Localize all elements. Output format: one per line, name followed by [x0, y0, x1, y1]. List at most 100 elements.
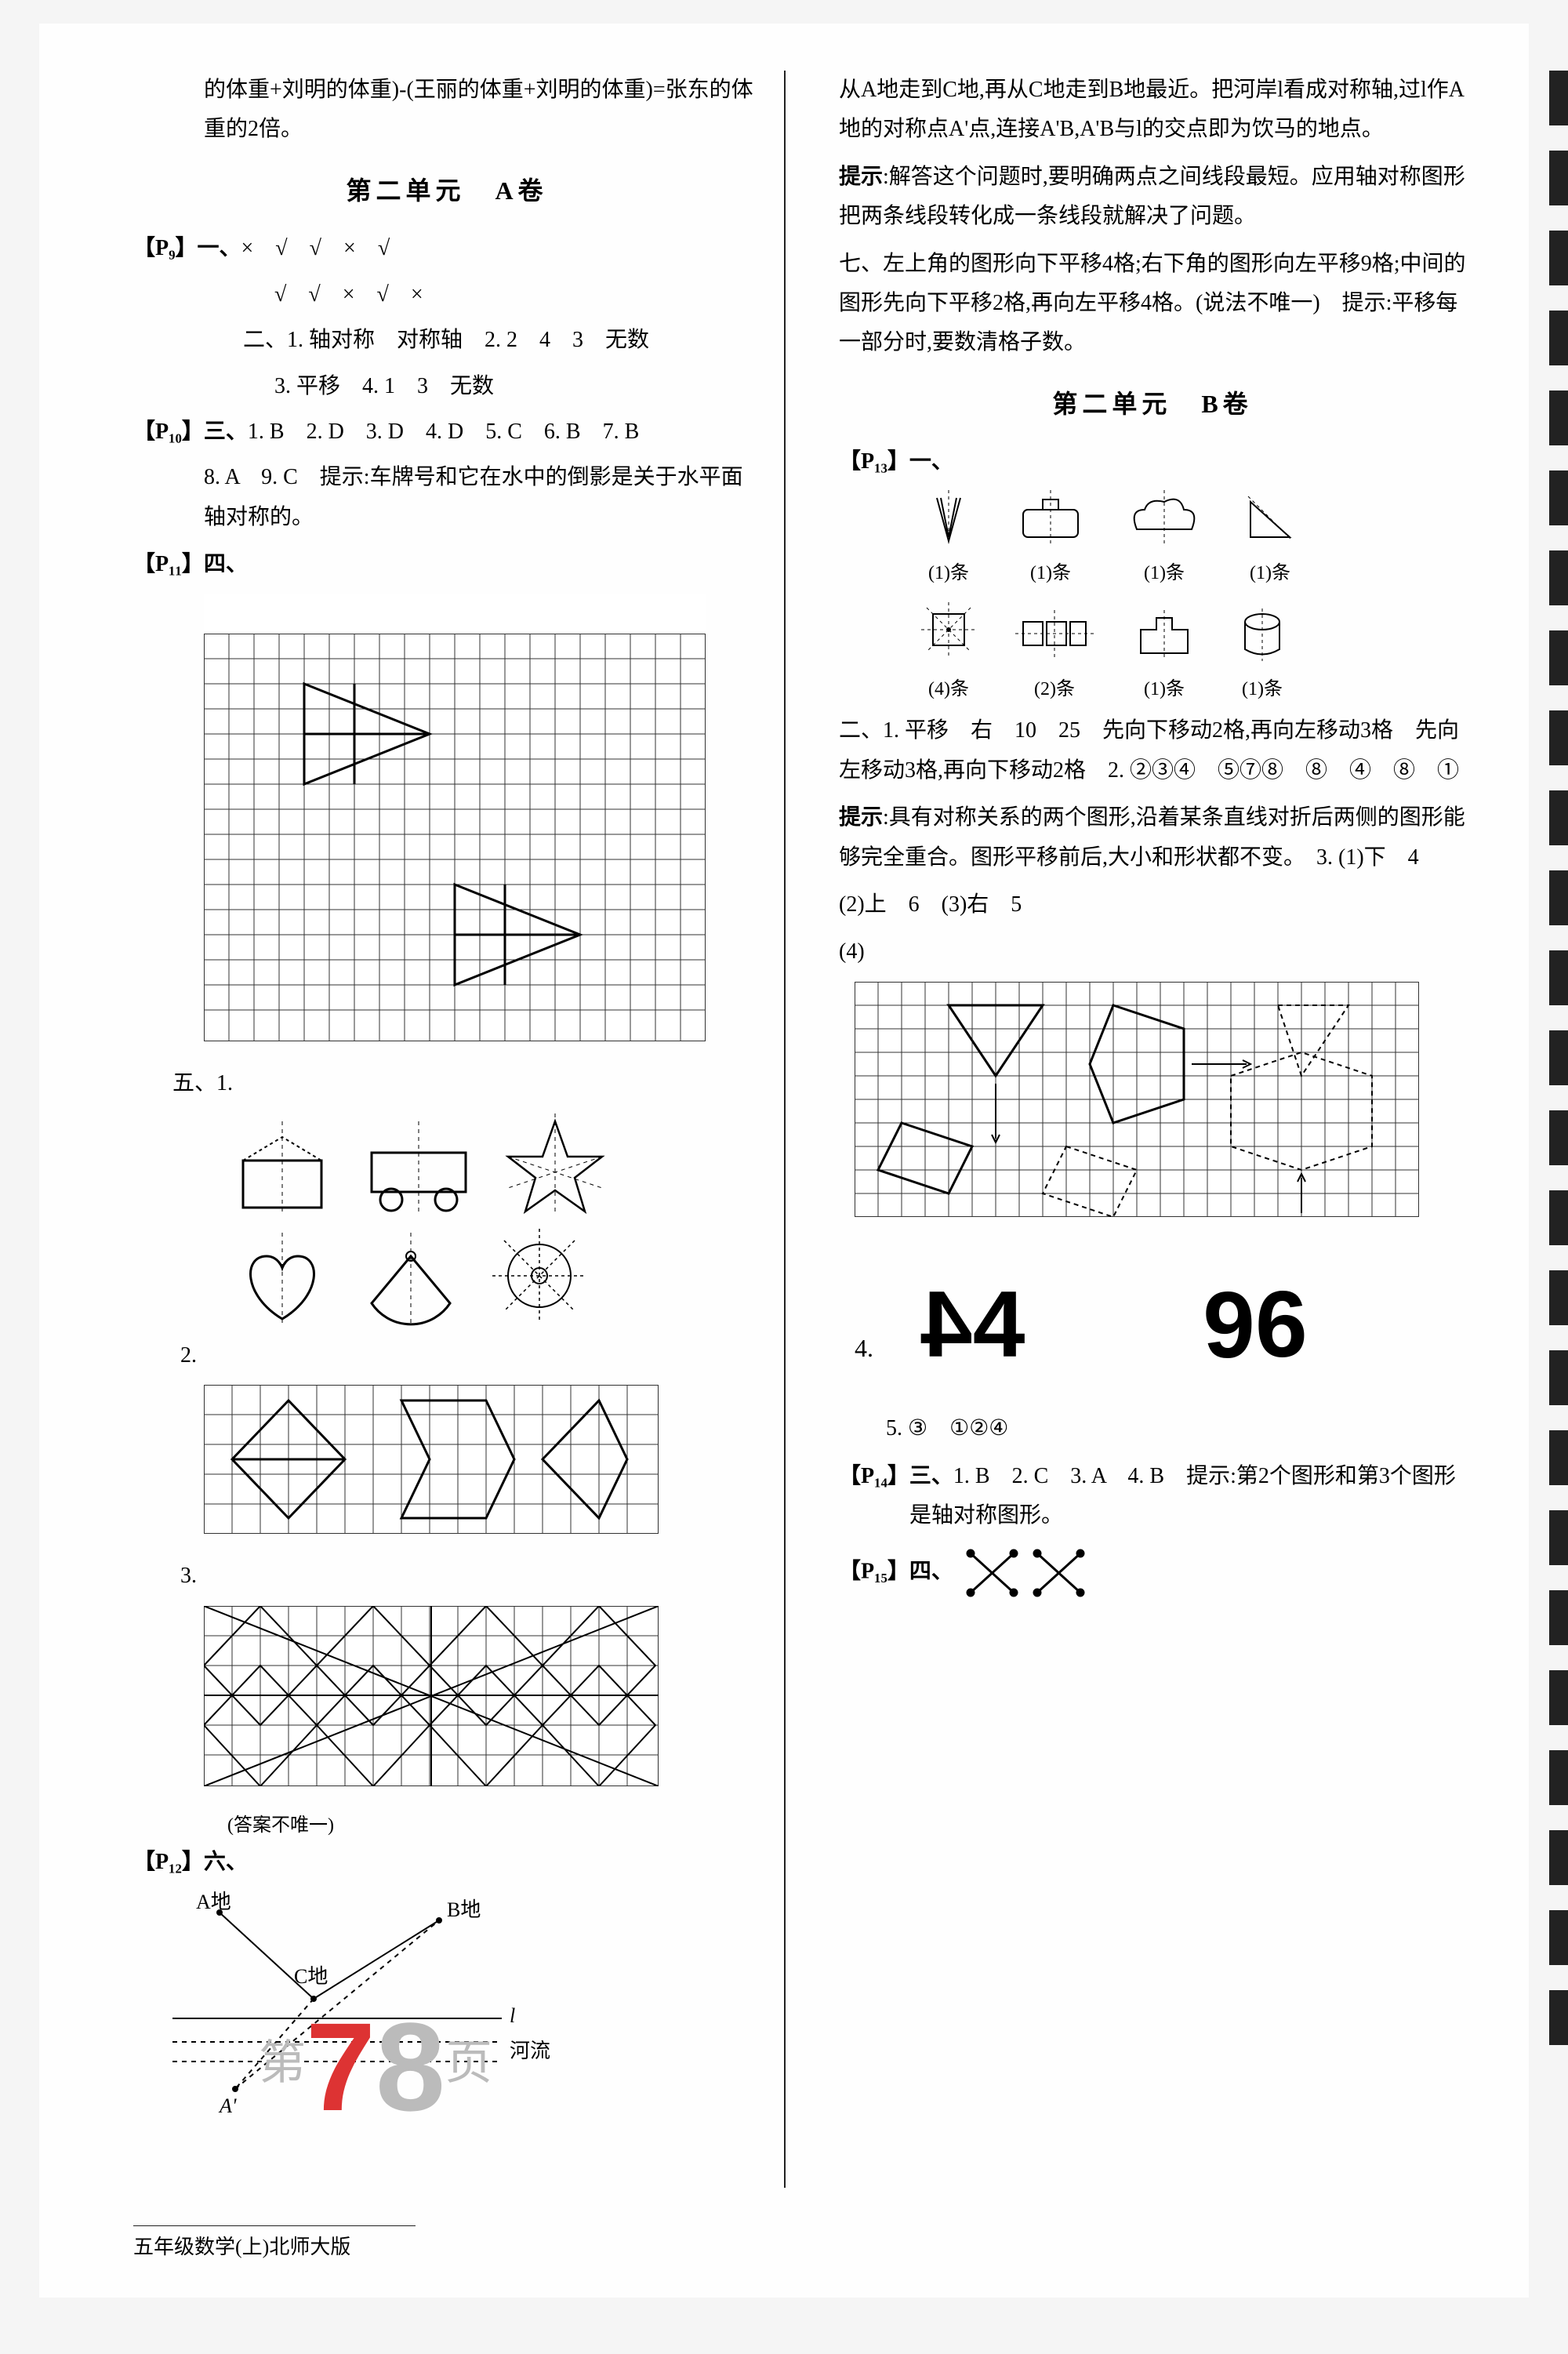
shape-cell-7: (1)条: [1129, 606, 1200, 707]
digit-6: 6: [1255, 1272, 1339, 1377]
tab-marker: [1549, 151, 1568, 205]
q5-3-svg: [204, 1606, 659, 1786]
unit-a-title: 第二单元 A卷: [133, 169, 760, 214]
p14-q3: 【P₁₄】三、1. B 2. C 3. A 4. B 提示:第2个图形和第3个图…: [839, 1457, 1466, 1536]
tab-marker: [1549, 1030, 1568, 1085]
p9-q2-line2: 3. 平移 4. 1 3 无数: [133, 367, 760, 406]
shape-box2: [356, 1121, 481, 1215]
p15-label: 【P₁₅】四、: [839, 1560, 953, 1584]
q4-grid-figure: {}: [204, 594, 760, 1055]
shape-label-1: (1)条: [917, 557, 980, 590]
right-para1: 从A地走到C地,再从C地走到B地最近。把河岸l看成对称轴,过l作A地的对称点A'…: [839, 71, 1466, 150]
p10-label: 【P₁₀】三、: [133, 420, 248, 444]
p9-label: 【P₉】一、: [133, 236, 241, 260]
q5-2-label: 2.: [133, 1336, 760, 1375]
p13-q2a: 二、1. 平移 右 10 25 先向下移动2格,再向左移动3格 先向左移动3格,…: [839, 711, 1466, 790]
shape-fan: [356, 1233, 466, 1327]
q2-4-grid: [855, 982, 1466, 1230]
page-footer: 五年级数学(上)北师大版: [133, 2225, 416, 2266]
p9-marks-row1: × √ √ × √: [241, 236, 390, 260]
digit-4-flipped: 4: [889, 1240, 973, 1409]
p13-q2b: 提示:具有对称关系的两个图形,沿着某条直线对折后两侧的图形能够完全重合。图形平移…: [839, 798, 1466, 877]
p13-shapes-row2: (4)条 (2)条 (1)条 (1)条: [917, 598, 1466, 707]
tab-marker: [1549, 470, 1568, 525]
q5-3-grid: [204, 1606, 760, 1800]
p10-answers: 1. B 2. D 3. D 4. D 5. C 6. B 7. B: [248, 420, 639, 444]
right-para2: 提示:解答这个问题时,要明确两点之间线段最短。应用轴对称图形把两条线段转化成一条…: [839, 158, 1466, 237]
q2-4-svg: [855, 982, 1419, 1217]
shape-cell-8: (1)条: [1231, 606, 1294, 707]
p9-q1: 【P₉】一、× √ √ × √: [133, 229, 760, 268]
tab-marker: [1549, 1270, 1568, 1325]
p13-label: 【P₁₃】一、: [839, 449, 953, 474]
shape-sun: [485, 1225, 594, 1327]
q6-Ap: A': [218, 2094, 237, 2117]
shape-cell-6: (2)条: [1011, 606, 1098, 707]
tab-marker: [1549, 1990, 1568, 2045]
p11-label: 【P₁₁】四、: [133, 552, 248, 576]
p9-q2-line1: 二、1. 轴对称 对称轴 2. 2 4 3 无数: [133, 321, 760, 360]
tab-marker: [1549, 1830, 1568, 1885]
opening-paragraph: 的体重+刘明的体重)-(王丽的体重+刘明的体重)=张东的体重的2倍。: [133, 71, 760, 150]
grid-arrows-overlay: [204, 634, 706, 1041]
digit-4: 4: [973, 1272, 1057, 1377]
tab-marker: [1549, 1590, 1568, 1645]
p13-q2c: (2)上 6 (3)右 5: [839, 885, 1466, 925]
shape-label-5: (4)条: [917, 673, 980, 707]
q4-label: 4.: [855, 1326, 873, 1371]
shape-cell-5: (4)条: [917, 598, 980, 707]
page-prefix: 第: [259, 2036, 306, 2089]
shape-star: [500, 1113, 610, 1215]
p13-q2b-text: 具有对称关系的两个图形,沿着某条直线对折后两侧的图形能够完全重合。图形平移前后,…: [839, 805, 1465, 869]
page-number-watermark: 第78页: [259, 1954, 492, 2180]
right-para2-text: 解答这个问题时,要明确两点之间线段最短。应用轴对称图形把两条线段转化成一条线段就…: [839, 165, 1465, 228]
p10-line2: 8. A 9. C 提示:车牌号和它在水中的倒影是关于水平面轴对称的。: [133, 458, 760, 537]
tab-marker: [1549, 1510, 1568, 1565]
shape-cell-3: (1)条: [1121, 490, 1207, 590]
tab-marker: [1549, 950, 1568, 1005]
p13-q2d: (4): [839, 932, 1466, 972]
q5-3-label: 3.: [133, 1557, 760, 1596]
p13-q5: 5. ③ ①②④: [839, 1409, 1466, 1448]
unit-b-title: 第二单元 B卷: [839, 382, 1466, 427]
tab-marker: [1549, 1750, 1568, 1805]
q6-B: B地: [447, 1898, 481, 1921]
p12-label: 【P₁₂】六、: [133, 1850, 248, 1874]
p14-label: 【P₁₄】三、: [839, 1464, 953, 1488]
tab-marker: [1549, 1350, 1568, 1405]
left-column: 的体重+刘明的体重)-(王丽的体重+刘明的体重)=张东的体重的2倍。 第二单元 …: [133, 71, 776, 2250]
q5-2-svg: [204, 1385, 659, 1534]
p13-shapes-row1: (1)条 (1)条 (1)条 (1)条: [917, 490, 1466, 590]
shape-label-7: (1)条: [1129, 673, 1200, 707]
tab-marker: [1549, 710, 1568, 765]
tab-marker: [1549, 790, 1568, 845]
tab-marker: [1549, 550, 1568, 605]
shape-label-3: (1)条: [1121, 557, 1207, 590]
p15-q4: 【P₁₅】四、: [839, 1542, 1466, 1604]
shape-label-4: (1)条: [1239, 557, 1301, 590]
digit-6-rotated: 6: [1171, 1240, 1255, 1409]
q5-shapes-row2: [227, 1225, 760, 1327]
p14-answers: 1. B 2. C 3. A 4. B 提示:第2个图形和第3个图形是轴对称图形…: [909, 1464, 1456, 1528]
column-divider: [784, 71, 786, 2188]
shape-cell-1: (1)条: [917, 490, 980, 590]
shape-cell-2: (1)条: [1011, 490, 1090, 590]
tab-marker: [1549, 630, 1568, 685]
shape-box1: [227, 1121, 337, 1215]
shape-label-6: (2)条: [1011, 673, 1098, 707]
tab-marker: [1549, 870, 1568, 925]
q5-label: 五、1.: [133, 1064, 760, 1103]
right-q7: 七、左上角的图形向下平移4格;右下角的图形向左平移9格;中间的图形先向下平移2格…: [839, 245, 1466, 363]
p11-q4: 【P₁₁】四、: [133, 545, 760, 584]
q5-shapes-row1: [227, 1113, 760, 1215]
x-shapes-svg: [959, 1542, 1100, 1604]
tab-marker: [1549, 311, 1568, 365]
q4-row: 4. 44 66: [855, 1240, 1466, 1409]
page: 的体重+刘明的体重)-(王丽的体重+刘明的体重)=张东的体重的2倍。 第二单元 …: [39, 24, 1529, 2298]
footer-grade: 五年级数学(上)北师大版: [133, 2229, 416, 2266]
tab-marker: [1549, 391, 1568, 445]
tab-marker: [1549, 71, 1568, 125]
shape-label-2: (1)条: [1011, 557, 1090, 590]
q5-2-grid: [204, 1385, 760, 1547]
q6-A: A地: [196, 1891, 231, 1913]
